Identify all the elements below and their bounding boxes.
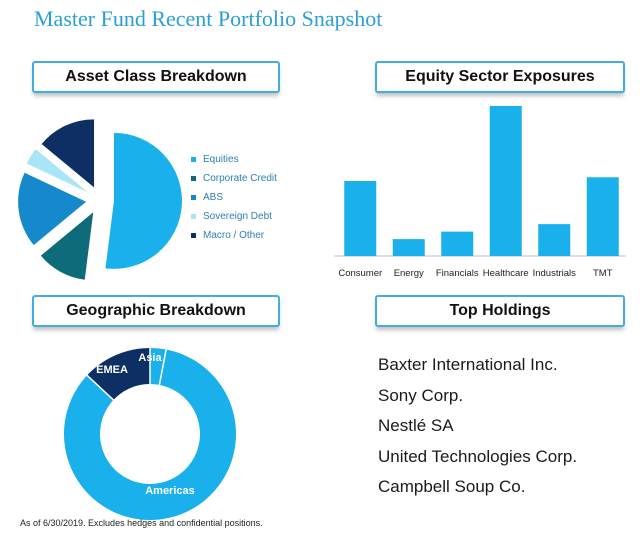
equity-sector-header: Equity Sector Exposures bbox=[375, 61, 625, 93]
geo-slice-asia bbox=[150, 348, 167, 385]
legend-label: Sovereign Debt bbox=[203, 211, 272, 222]
top-holdings-header: Top Holdings bbox=[375, 295, 625, 327]
legend-item: ABS bbox=[191, 188, 277, 207]
asset-slice-abs bbox=[18, 172, 87, 246]
bar-healthcare bbox=[489, 106, 522, 256]
geo-slice-americas bbox=[63, 349, 236, 520]
slice-separator bbox=[158, 349, 167, 386]
legend-item: Corporate Credit bbox=[191, 169, 277, 188]
holding-item: Nestlé SA bbox=[378, 416, 454, 435]
x-tick-label: Energy bbox=[394, 268, 424, 279]
geographic-header: Geographic Breakdown bbox=[32, 295, 280, 327]
legend-item: Macro / Other bbox=[191, 226, 277, 245]
bar-financials bbox=[441, 231, 474, 256]
legend-swatch bbox=[191, 157, 196, 162]
asset-class-header: Asset Class Breakdown bbox=[32, 61, 280, 93]
asset-slice-sovereign-debt bbox=[26, 149, 89, 193]
asset-slice-macro-other bbox=[41, 119, 95, 188]
slice-label-emea: EMEA bbox=[96, 364, 128, 376]
legend-swatch bbox=[191, 233, 196, 238]
slice-label-americas: Americas bbox=[145, 485, 195, 497]
bar-consumer bbox=[344, 181, 377, 256]
legend-label: Equities bbox=[203, 154, 239, 165]
legend-label: Macro / Other bbox=[203, 230, 265, 241]
slice-separator bbox=[86, 374, 114, 401]
slice-label-asia: Asia bbox=[138, 352, 162, 364]
equity-sector-bar-chart: Consumer Energy Financials Healthcare Indust… bbox=[334, 106, 626, 279]
x-tick-label: Consumer bbox=[338, 268, 382, 279]
legend-swatch bbox=[191, 214, 196, 219]
geographic-donut: Asia EMEA Americas bbox=[63, 348, 236, 520]
legend-item: Equities bbox=[191, 150, 277, 169]
bar-tmt bbox=[586, 177, 619, 256]
legend-label: Corporate Credit bbox=[203, 173, 277, 184]
holding-item: Baxter International Inc. bbox=[378, 355, 558, 374]
holding-item: Sony Corp. bbox=[378, 385, 464, 405]
legend-item: Sovereign Debt bbox=[191, 207, 277, 226]
x-tick-label: Industrials bbox=[533, 268, 577, 279]
asset-slice-corporate-credit bbox=[40, 212, 94, 280]
asset-class-pie bbox=[18, 119, 182, 280]
holding-item: Campbell Soup Co. bbox=[378, 477, 526, 496]
asset-slice-equities bbox=[105, 132, 182, 269]
x-tick-label: Healthcare bbox=[483, 268, 529, 279]
top-holdings-list: Baxter International Inc. Sony Corp. Nes… bbox=[378, 350, 577, 503]
bar-industrials bbox=[538, 224, 571, 256]
x-tick-label: Financials bbox=[436, 268, 479, 279]
legend-swatch bbox=[191, 195, 196, 200]
page-title: Master Fund Recent Portfolio Snapshot bbox=[34, 6, 383, 31]
footnote: As of 6/30/2019. Excludes hedges and con… bbox=[20, 518, 263, 528]
bar-energy bbox=[392, 239, 425, 256]
asset-class-legend: Equities Corporate Credit ABS Sovereign Deb… bbox=[191, 150, 277, 245]
geo-slice-emea bbox=[87, 348, 150, 400]
holding-item: United Technologies Corp. bbox=[378, 446, 578, 466]
legend-label: ABS bbox=[203, 192, 224, 203]
legend-swatch bbox=[191, 176, 196, 181]
x-tick-label: TMT bbox=[593, 268, 613, 279]
